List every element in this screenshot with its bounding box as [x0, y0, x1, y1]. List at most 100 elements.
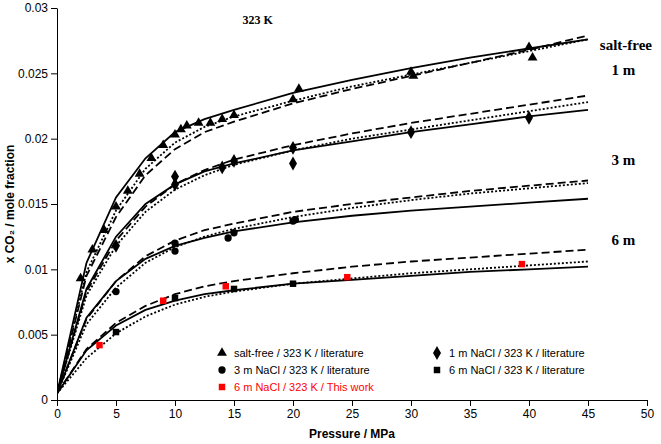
model-curve — [57, 39, 588, 393]
data-point — [96, 342, 102, 348]
model-curve — [57, 102, 588, 393]
x-tick-mark — [647, 400, 648, 406]
y-axis-title: x CO₂ / mole fraction — [3, 145, 17, 264]
legend-label: 6 m NaCl / 323 K / literature — [449, 364, 585, 376]
data-point — [171, 177, 179, 191]
annotation: salt-free — [600, 37, 653, 53]
data-point — [229, 109, 239, 118]
y-tick-mark — [51, 8, 57, 9]
data-point — [223, 283, 229, 289]
y-tick-mark — [51, 269, 57, 270]
x-tick-label: 40 — [523, 407, 537, 421]
x-tick-mark — [293, 400, 294, 406]
legend-label: salt-free / 323 K / literature — [234, 347, 364, 359]
data-point — [524, 42, 534, 51]
x-tick: 40 — [523, 400, 537, 421]
data-point — [111, 201, 121, 210]
x-tick-mark — [588, 400, 589, 406]
data-point — [525, 111, 533, 125]
legend-label: 6 m NaCl / 323 K / This work — [234, 381, 374, 393]
data-point — [146, 153, 156, 162]
x-tick: 30 — [405, 400, 419, 421]
data-point — [294, 83, 304, 92]
data-point — [194, 117, 204, 126]
model-curve — [57, 96, 588, 394]
data-point — [76, 273, 86, 282]
plot-area — [57, 35, 588, 393]
data-point — [292, 216, 299, 223]
x-tick: 10 — [169, 400, 183, 421]
data-point — [182, 120, 192, 129]
x-tick-label: 10 — [169, 407, 183, 421]
model-curve — [57, 35, 588, 393]
annotation: 6 m — [612, 232, 636, 248]
x-tick: 15 — [228, 400, 242, 421]
x-tick-mark — [234, 400, 235, 406]
x-tick-label: 25 — [346, 407, 360, 421]
data-point — [519, 261, 525, 267]
y-tick-mark — [51, 73, 57, 74]
legend-symbol — [433, 346, 441, 360]
y-tick: 0.01 — [25, 263, 57, 277]
data-point — [99, 224, 109, 233]
x-tick: 45 — [582, 400, 596, 421]
x-tick: 5 — [113, 400, 120, 421]
data-point — [230, 154, 238, 168]
x-tick-mark — [116, 400, 117, 406]
x-axis-title: Pressure / MPa — [309, 427, 395, 441]
data-point — [123, 185, 133, 194]
data-point — [408, 70, 418, 79]
model-curve — [57, 180, 588, 393]
data-point — [230, 229, 237, 236]
x-tick-label: 0 — [54, 407, 61, 421]
y-tick-mark — [51, 139, 57, 140]
model-curve — [57, 39, 588, 393]
y-tick-label: 0.025 — [18, 67, 48, 81]
x-axis: 0 5 10 15 20 25 30 35 40 45 50 — [54, 400, 654, 421]
x-tick-mark — [529, 400, 530, 406]
data-point — [289, 157, 297, 171]
data-point — [160, 297, 166, 303]
x-tick: 20 — [287, 400, 301, 421]
data-point — [289, 141, 297, 155]
x-tick-mark — [470, 400, 471, 406]
x-tick-mark — [57, 400, 58, 406]
x-tick: 50 — [641, 400, 655, 421]
y-axis-line — [57, 9, 58, 401]
legend-symbol — [217, 347, 227, 356]
x-tick-label: 50 — [641, 407, 655, 421]
y-tick-label: 0.01 — [25, 263, 49, 277]
y-tick-label: 0.015 — [18, 197, 48, 211]
data-point — [224, 234, 231, 241]
y-tick-label: 0.005 — [18, 328, 48, 342]
annotation: 1 m — [612, 62, 636, 78]
legend-symbol — [434, 367, 440, 373]
data-point — [113, 329, 119, 335]
y-tick: 0.015 — [18, 197, 57, 211]
legend-label: 3 m NaCl / 323 K / literature — [234, 364, 370, 376]
y-tick-mark — [51, 204, 57, 205]
x-tick-label: 20 — [287, 407, 301, 421]
data-point — [171, 240, 178, 247]
x-tick-mark — [411, 400, 412, 406]
data-point — [344, 274, 350, 280]
annotation: 3 m — [612, 152, 636, 168]
legend-symbol — [219, 384, 225, 390]
y-tick-label: 0.02 — [25, 132, 49, 146]
y-tick-mark — [51, 335, 57, 336]
y-axis: 00.0050.010.0150.020.0250.03 — [18, 1, 58, 407]
y-tick: 0.02 — [25, 132, 57, 146]
data-point — [171, 247, 178, 254]
y-tick-mark — [51, 400, 57, 401]
x-tick-label: 35 — [464, 407, 478, 421]
y-tick: 0 — [41, 393, 57, 407]
model-curve — [57, 183, 588, 393]
x-tick: 0 — [54, 400, 61, 421]
data-point — [528, 52, 538, 61]
x-tick-label: 45 — [582, 407, 596, 421]
legend: salt-free / 323 K / literature1 m NaCl /… — [217, 346, 585, 393]
data-point — [205, 117, 215, 126]
y-tick: 0.025 — [18, 67, 57, 81]
x-tick-mark — [352, 400, 353, 406]
model-curve — [57, 267, 588, 394]
